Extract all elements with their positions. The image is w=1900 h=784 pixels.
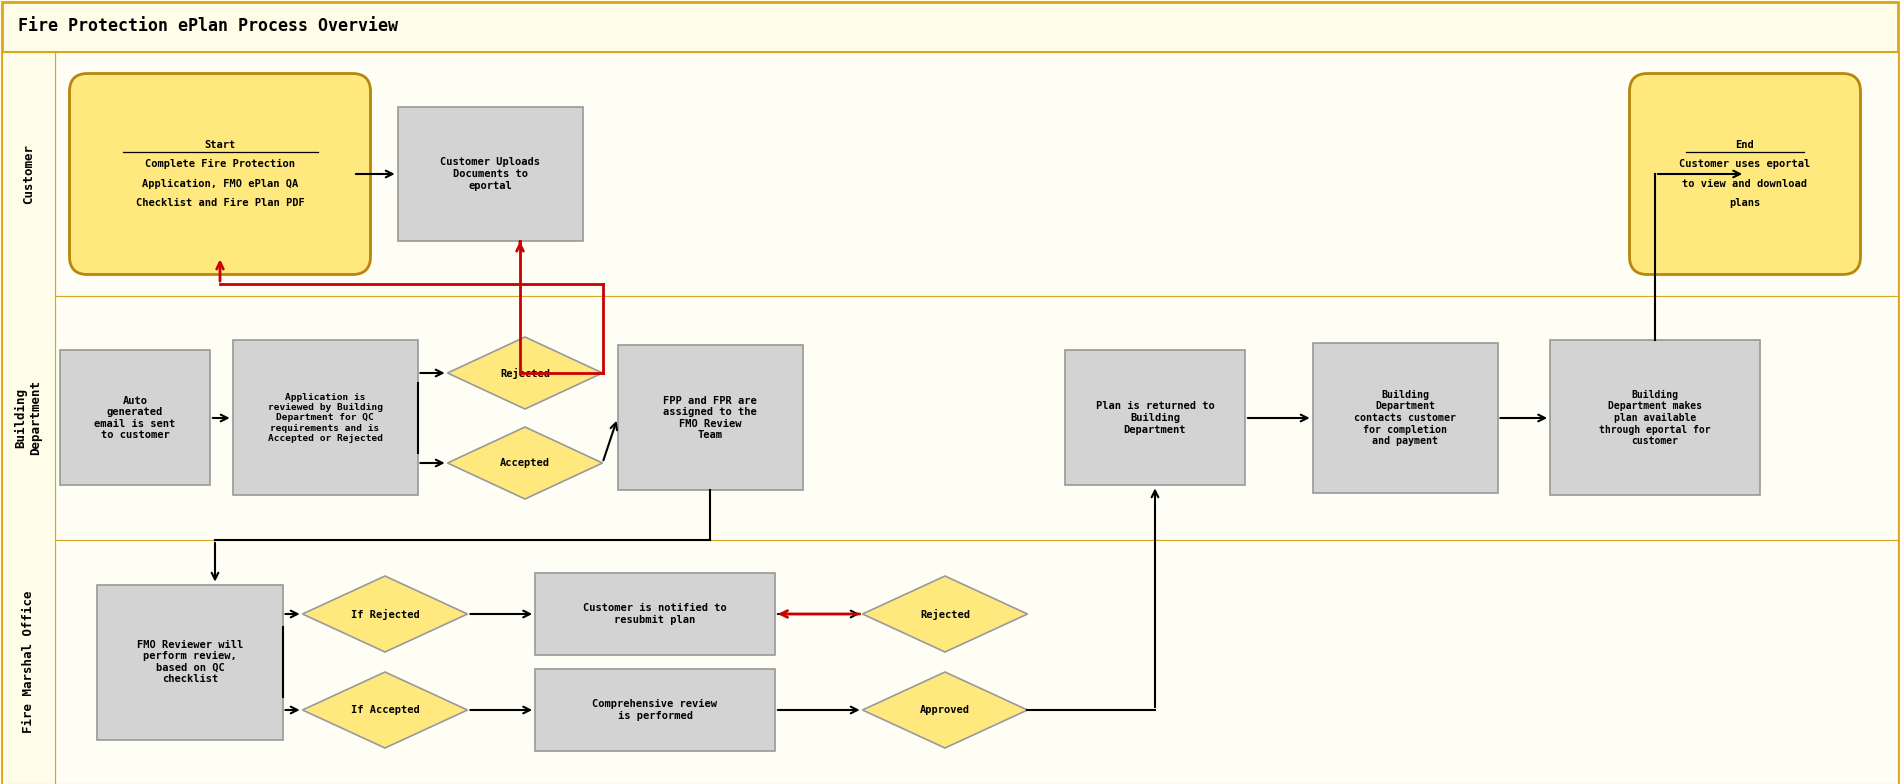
Text: Fire Protection ePlan Process Overview: Fire Protection ePlan Process Overview — [17, 17, 397, 35]
FancyBboxPatch shape — [55, 296, 1898, 540]
Text: Building
Department: Building Department — [15, 380, 42, 456]
FancyBboxPatch shape — [70, 74, 370, 274]
FancyBboxPatch shape — [55, 52, 1898, 296]
Text: Auto
generated
email is sent
to customer: Auto generated email is sent to customer — [95, 396, 175, 441]
Text: to view and download: to view and download — [1683, 179, 1807, 189]
Text: FPP and FPR are
assigned to the
FMO Review
Team: FPP and FPR are assigned to the FMO Revi… — [663, 396, 756, 441]
FancyBboxPatch shape — [97, 585, 283, 739]
Polygon shape — [448, 427, 602, 499]
Text: Rejected: Rejected — [500, 368, 549, 379]
Text: Complete Fire Protection: Complete Fire Protection — [144, 159, 294, 169]
FancyBboxPatch shape — [536, 669, 775, 751]
Text: Building
Department
contacts customer
for completion
and payment: Building Department contacts customer fo… — [1355, 390, 1455, 446]
FancyBboxPatch shape — [618, 346, 802, 491]
Text: Fire Marshal Office: Fire Marshal Office — [23, 591, 34, 733]
Text: Accepted: Accepted — [500, 458, 549, 468]
Text: Start: Start — [205, 140, 236, 150]
Text: Building
Department makes
plan available
through eportal for
customer: Building Department makes plan available… — [1600, 390, 1710, 446]
Text: Checklist and Fire Plan PDF: Checklist and Fire Plan PDF — [135, 198, 304, 209]
Text: Customer Uploads
Documents to
eportal: Customer Uploads Documents to eportal — [441, 158, 540, 191]
Polygon shape — [302, 576, 467, 652]
Polygon shape — [863, 576, 1028, 652]
FancyBboxPatch shape — [1550, 340, 1759, 495]
Text: Customer: Customer — [23, 144, 34, 204]
FancyBboxPatch shape — [1630, 74, 1860, 274]
FancyBboxPatch shape — [61, 350, 211, 485]
Text: If Accepted: If Accepted — [352, 705, 420, 715]
Text: Comprehensive review
is performed: Comprehensive review is performed — [593, 699, 718, 720]
Text: Approved: Approved — [920, 705, 971, 715]
Text: Rejected: Rejected — [920, 608, 971, 619]
FancyBboxPatch shape — [536, 573, 775, 655]
FancyBboxPatch shape — [2, 52, 55, 784]
Polygon shape — [863, 672, 1028, 748]
Polygon shape — [448, 337, 602, 409]
Text: FMO Reviewer will
perform review,
based on QC
checklist: FMO Reviewer will perform review, based … — [137, 640, 243, 684]
Text: Plan is returned to
Building
Department: Plan is returned to Building Department — [1096, 401, 1214, 434]
FancyBboxPatch shape — [397, 107, 583, 241]
Text: Application, FMO ePlan QA: Application, FMO ePlan QA — [142, 179, 298, 189]
Text: If Rejected: If Rejected — [352, 608, 420, 619]
FancyBboxPatch shape — [232, 340, 418, 495]
FancyBboxPatch shape — [1066, 350, 1244, 485]
Polygon shape — [302, 672, 467, 748]
Text: plans: plans — [1729, 198, 1761, 209]
FancyBboxPatch shape — [55, 540, 1898, 784]
Text: Customer uses eportal: Customer uses eportal — [1680, 159, 1811, 169]
Text: End: End — [1735, 140, 1754, 150]
FancyBboxPatch shape — [1313, 343, 1497, 493]
Text: Customer is notified to
resubmit plan: Customer is notified to resubmit plan — [583, 603, 728, 625]
Text: Application is
reviewed by Building
Department for QC
requirements and is
Accept: Application is reviewed by Building Depa… — [268, 393, 382, 443]
